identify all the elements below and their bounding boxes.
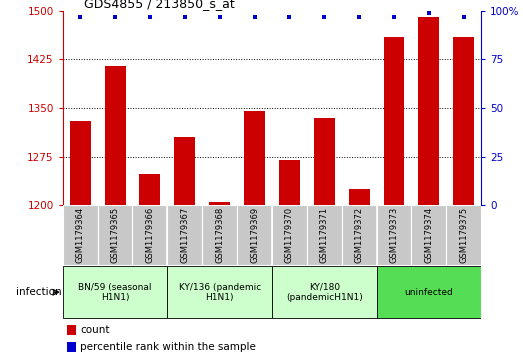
Text: uninfected: uninfected bbox=[404, 288, 453, 297]
Text: GSM1179373: GSM1179373 bbox=[390, 207, 399, 263]
Bar bbox=[209, 202, 230, 205]
Bar bbox=[70, 121, 90, 205]
Bar bbox=[105, 66, 126, 205]
Point bbox=[320, 14, 328, 20]
Bar bbox=[446, 205, 481, 265]
Bar bbox=[418, 17, 439, 205]
Text: infection: infection bbox=[16, 287, 62, 297]
Bar bbox=[167, 205, 202, 265]
Text: count: count bbox=[81, 325, 110, 335]
Text: KY/180
(pandemicH1N1): KY/180 (pandemicH1N1) bbox=[286, 282, 362, 302]
Point bbox=[425, 10, 433, 16]
Bar bbox=[67, 325, 76, 335]
Bar bbox=[244, 111, 265, 205]
Point bbox=[215, 14, 224, 20]
Text: GSM1179364: GSM1179364 bbox=[76, 207, 85, 263]
Bar bbox=[272, 266, 377, 318]
Bar bbox=[383, 37, 404, 205]
Text: GSM1179367: GSM1179367 bbox=[180, 207, 189, 263]
Text: GSM1179369: GSM1179369 bbox=[250, 207, 259, 263]
Text: GSM1179374: GSM1179374 bbox=[424, 207, 434, 263]
Bar bbox=[349, 189, 370, 205]
Text: GSM1179365: GSM1179365 bbox=[110, 207, 120, 263]
Bar bbox=[314, 118, 335, 205]
Point bbox=[146, 14, 154, 20]
Bar bbox=[342, 205, 377, 265]
Point bbox=[76, 14, 84, 20]
Bar bbox=[272, 205, 307, 265]
Point bbox=[390, 14, 398, 20]
Text: GSM1179368: GSM1179368 bbox=[215, 207, 224, 263]
Bar bbox=[202, 205, 237, 265]
Bar bbox=[98, 205, 132, 265]
Text: GDS4855 / 213850_s_at: GDS4855 / 213850_s_at bbox=[84, 0, 234, 10]
Bar bbox=[63, 266, 167, 318]
Bar bbox=[132, 205, 167, 265]
Text: GSM1179370: GSM1179370 bbox=[285, 207, 294, 263]
Bar bbox=[279, 160, 300, 205]
Text: KY/136 (pandemic
H1N1): KY/136 (pandemic H1N1) bbox=[178, 282, 261, 302]
Bar bbox=[412, 205, 446, 265]
Point bbox=[285, 14, 293, 20]
Text: BN/59 (seasonal
H1N1): BN/59 (seasonal H1N1) bbox=[78, 282, 152, 302]
Bar bbox=[63, 205, 98, 265]
Point bbox=[111, 14, 119, 20]
Text: GSM1179371: GSM1179371 bbox=[320, 207, 329, 263]
Text: GSM1179366: GSM1179366 bbox=[145, 207, 154, 263]
Text: GSM1179375: GSM1179375 bbox=[459, 207, 468, 263]
Bar bbox=[174, 137, 195, 205]
Bar bbox=[67, 342, 76, 352]
Bar bbox=[167, 266, 272, 318]
Bar bbox=[307, 205, 342, 265]
Point bbox=[355, 14, 363, 20]
Bar bbox=[140, 174, 161, 205]
Bar bbox=[377, 266, 481, 318]
Text: GSM1179372: GSM1179372 bbox=[355, 207, 363, 263]
Bar bbox=[453, 37, 474, 205]
Bar bbox=[377, 205, 412, 265]
Text: percentile rank within the sample: percentile rank within the sample bbox=[81, 342, 256, 352]
Point bbox=[251, 14, 259, 20]
Point bbox=[460, 14, 468, 20]
Bar bbox=[237, 205, 272, 265]
Point bbox=[180, 14, 189, 20]
